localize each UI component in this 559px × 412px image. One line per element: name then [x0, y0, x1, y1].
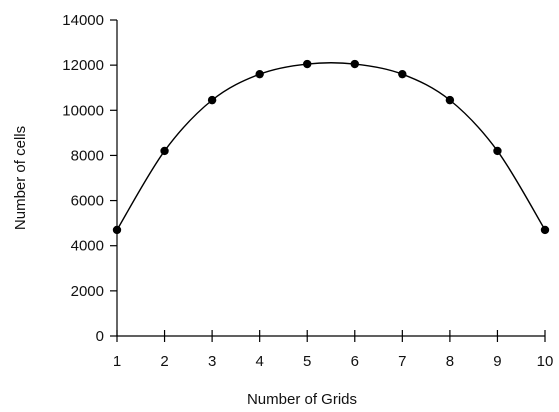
data-point [350, 59, 359, 69]
x-axis: 1 2 3 4 5 6 7 8 9 10 [113, 330, 554, 370]
y-tick-label: 6000 [71, 193, 104, 210]
data-point [398, 69, 407, 79]
x-tick-label: 8 [446, 353, 454, 370]
y-tick-label: 14000 [62, 12, 104, 29]
data-point [160, 146, 169, 156]
x-tick-label: 1 [113, 353, 121, 370]
x-tick-label: 2 [160, 353, 168, 370]
y-axis-title: Number of cells [12, 126, 29, 230]
y-tick-label: 2000 [71, 283, 104, 300]
data-point [207, 95, 217, 105]
y-axis: 0 2000 4000 6000 8000 10000 12000 14000 [62, 12, 118, 345]
data-point [255, 69, 264, 79]
y-tick-label: 12000 [62, 57, 104, 74]
y-tick-label: 0 [96, 328, 104, 345]
data-point [303, 59, 312, 69]
y-tick-label: 10000 [62, 102, 104, 119]
x-tick-label: 5 [303, 353, 311, 370]
y-tick-label: 8000 [71, 147, 104, 164]
series-line [116, 62, 546, 231]
x-tick-label: 6 [351, 353, 359, 370]
x-tick-label: 10 [537, 353, 554, 370]
x-tick-label: 3 [208, 353, 216, 370]
data-point [493, 146, 502, 156]
x-tick-label: 7 [398, 353, 406, 370]
x-axis-title: Number of Grids [247, 391, 357, 408]
x-tick-label: 9 [493, 353, 501, 370]
data-point [445, 95, 455, 105]
series-group [112, 59, 550, 235]
data-point [540, 225, 550, 235]
x-tick-label: 4 [255, 353, 263, 370]
y-tick-label: 4000 [71, 238, 104, 255]
data-point [112, 225, 122, 235]
